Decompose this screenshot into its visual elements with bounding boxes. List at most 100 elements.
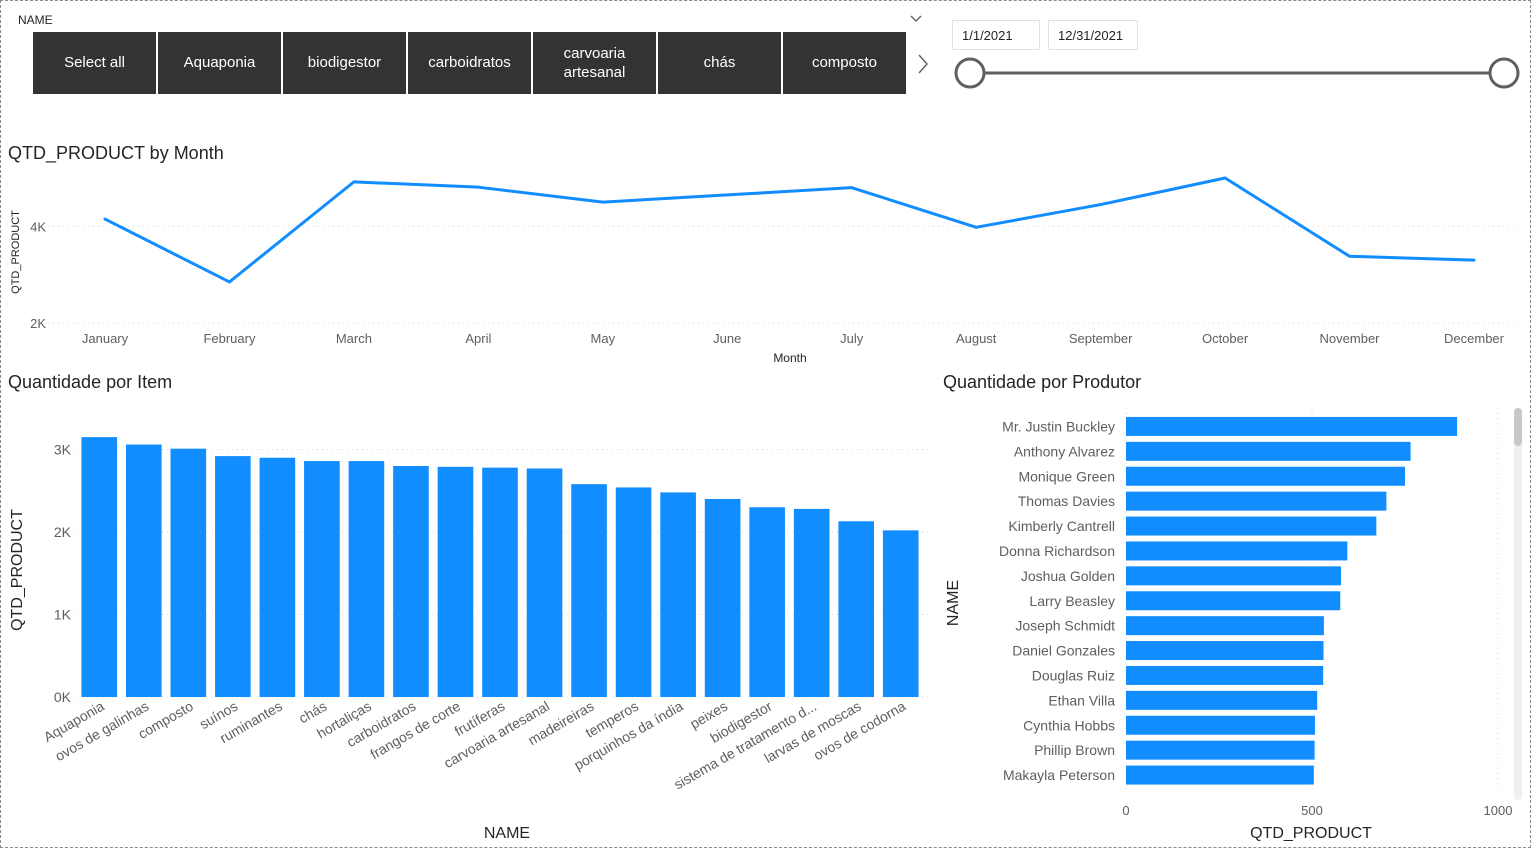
x-tick-label: February bbox=[203, 331, 256, 346]
y-tick-label: Kimberly Cantrell bbox=[1008, 518, 1115, 534]
y-tick-label: Larry Beasley bbox=[1029, 593, 1115, 609]
slicer-tile-aquaponia[interactable]: Aquaponia bbox=[158, 32, 281, 94]
bar bbox=[526, 468, 563, 697]
x-tick-label: January bbox=[82, 331, 129, 346]
x-tick-label: 0 bbox=[1122, 803, 1129, 818]
x-axis-title: QTD_PRODUCT bbox=[1250, 825, 1372, 842]
x-tick-label: September bbox=[1069, 331, 1133, 346]
x-tick-label: 500 bbox=[1301, 803, 1323, 818]
hbar-chart-title: Quantidade por Produtor bbox=[943, 372, 1142, 392]
data-point bbox=[601, 200, 605, 204]
date-start-input[interactable]: 1/1/2021 bbox=[952, 20, 1040, 50]
data-point bbox=[850, 186, 854, 190]
y-tick-label: Daniel Gonzales bbox=[1012, 643, 1115, 659]
y-tick-label: Anthony Alvarez bbox=[1014, 443, 1115, 459]
x-tick-label: April bbox=[465, 331, 491, 346]
slicer-tile-select-all[interactable]: Select all bbox=[33, 32, 156, 94]
y-tick-label: Thomas Davies bbox=[1018, 493, 1115, 509]
bar bbox=[571, 484, 607, 697]
slicer-tile-chas[interactable]: chás bbox=[658, 32, 781, 94]
x-axis-title: Month bbox=[773, 351, 806, 365]
slicer-tile-carvoaria-artesanal[interactable]: carvoaria artesanal bbox=[533, 32, 656, 94]
data-point bbox=[1472, 258, 1476, 262]
bar bbox=[1126, 690, 1318, 710]
x-tick-label: October bbox=[1202, 331, 1249, 346]
x-axis-title: NAME bbox=[484, 825, 530, 842]
bar bbox=[704, 499, 741, 697]
bar bbox=[749, 507, 785, 697]
bar bbox=[1126, 765, 1314, 785]
bar bbox=[348, 461, 385, 697]
data-point bbox=[103, 217, 107, 221]
y-tick-label: Mr. Justin Buckley bbox=[1002, 418, 1115, 434]
data-point bbox=[1223, 176, 1227, 180]
bar bbox=[882, 530, 919, 697]
x-tick-label: 1000 bbox=[1484, 803, 1513, 818]
bar bbox=[1126, 491, 1387, 511]
y-tick-label: 3K bbox=[54, 442, 72, 458]
bar bbox=[1126, 441, 1411, 461]
x-tick-label: March bbox=[336, 331, 372, 346]
bar bbox=[1126, 466, 1405, 486]
x-tick-label: June bbox=[713, 331, 741, 346]
y-tick-label: 0K bbox=[54, 689, 72, 705]
line-chart-title: QTD_PRODUCT by Month bbox=[8, 143, 224, 163]
bar bbox=[1126, 740, 1315, 760]
y-tick-label: Ethan Villa bbox=[1048, 692, 1115, 708]
date-range-slider[interactable] bbox=[940, 50, 1530, 100]
bar bbox=[838, 521, 875, 697]
y-tick-label: Phillip Brown bbox=[1034, 742, 1115, 758]
data-point bbox=[476, 185, 480, 189]
scrollbar-track[interactable] bbox=[1514, 408, 1522, 800]
slicer-tile-biodigestor[interactable]: biodigestor bbox=[283, 32, 406, 94]
slider-start-handle[interactable] bbox=[954, 57, 986, 89]
slicer-tile-composto[interactable]: composto bbox=[783, 32, 906, 94]
data-point bbox=[227, 280, 231, 284]
date-end-input[interactable]: 12/31/2021 bbox=[1048, 20, 1138, 50]
y-axis-title: QTD_PRODUCT bbox=[10, 210, 22, 294]
bar bbox=[1126, 616, 1324, 636]
y-axis-title: NAME bbox=[945, 580, 962, 626]
x-tick-label: July bbox=[840, 331, 864, 346]
y-tick-label: Douglas Ruiz bbox=[1032, 667, 1115, 683]
bar bbox=[1126, 715, 1315, 735]
hbar-chart: 0 500 1000 Mr. Justin Buckley Anthony Alvare… bbox=[945, 408, 1513, 842]
bar bbox=[81, 437, 118, 697]
data-point bbox=[352, 180, 356, 184]
bar bbox=[793, 508, 830, 697]
slicer-tile-carboidratos[interactable]: carboidratos bbox=[408, 32, 531, 94]
x-tick-label: December bbox=[1444, 331, 1505, 346]
slicer-tiles: Select all Aquaponia biodigestor carboid… bbox=[33, 32, 908, 94]
bar bbox=[1126, 566, 1342, 586]
data-point bbox=[725, 193, 729, 197]
bar bbox=[259, 457, 296, 697]
slider-end-handle[interactable] bbox=[1488, 57, 1520, 89]
y-tick-label: Donna Richardson bbox=[999, 543, 1115, 559]
y-tick-label: Cynthia Hobbs bbox=[1023, 717, 1115, 733]
y-axis-title: QTD_PRODUCT bbox=[9, 509, 26, 631]
chevron-down-icon[interactable] bbox=[909, 12, 923, 26]
bar bbox=[170, 448, 207, 697]
bar bbox=[125, 444, 162, 697]
y-tick-label: 4K bbox=[30, 219, 46, 234]
y-tick-label: Monique Green bbox=[1018, 468, 1115, 484]
y-tick-label: Makayla Peterson bbox=[1003, 767, 1115, 783]
line-chart: 2K 4K January February March April May June July… bbox=[10, 176, 1515, 365]
data-point bbox=[1348, 254, 1352, 258]
bar bbox=[1126, 591, 1341, 611]
x-tick-label: August bbox=[956, 331, 997, 346]
y-tick-label: Joshua Golden bbox=[1021, 568, 1115, 584]
scrollbar-thumb[interactable] bbox=[1514, 408, 1522, 446]
bar bbox=[304, 461, 340, 697]
bar bbox=[1126, 665, 1324, 685]
x-tick-label: May bbox=[591, 331, 616, 346]
data-point bbox=[974, 225, 978, 229]
x-tick-label: November bbox=[1320, 331, 1381, 346]
y-tick-label: Joseph Schmidt bbox=[1015, 618, 1115, 634]
slicer-title: NAME bbox=[18, 13, 53, 27]
chevron-right-icon[interactable] bbox=[915, 52, 931, 76]
bar bbox=[660, 492, 696, 697]
bar bbox=[615, 487, 652, 697]
bar bbox=[437, 466, 474, 697]
